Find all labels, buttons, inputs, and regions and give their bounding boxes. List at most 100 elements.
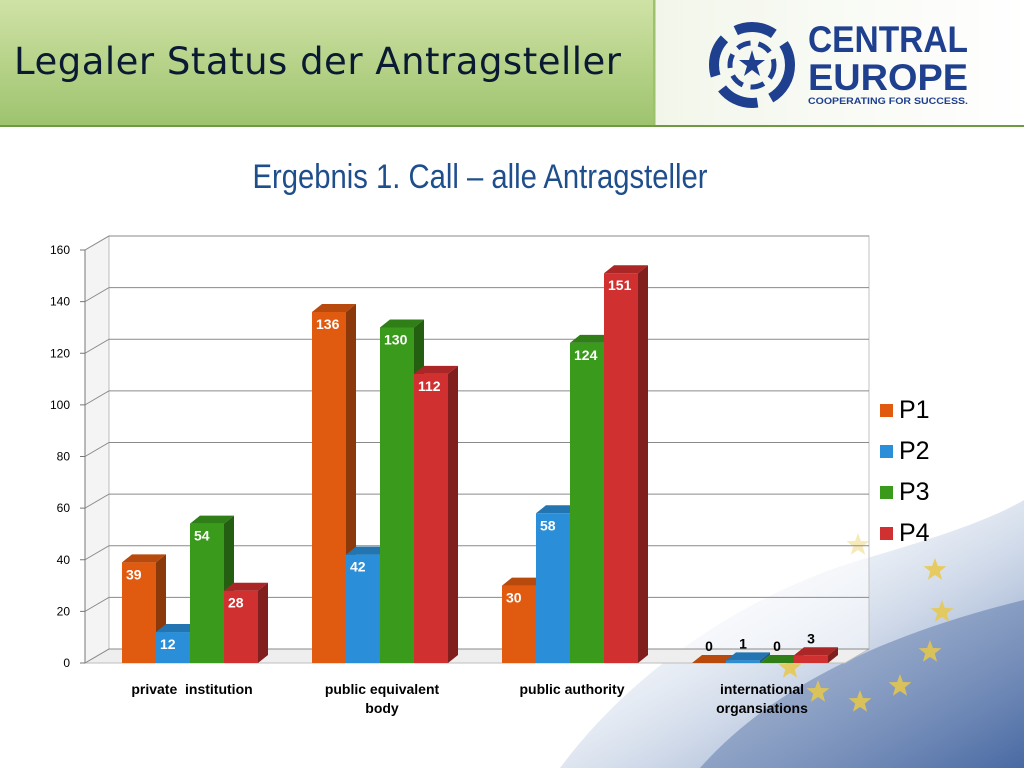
bar-front (346, 554, 380, 663)
bar-front (794, 655, 828, 663)
legend-item-p3: P3 (880, 472, 930, 513)
bar-front (726, 660, 760, 663)
bar-top (346, 546, 390, 555)
bar-front (380, 327, 414, 663)
x-category-label: private institution (131, 681, 252, 697)
bar-value-label: 12 (160, 636, 176, 652)
bar-value-label: 0 (705, 638, 713, 654)
chart-bars: 39 12 54 28 136 42 130 112 30 58 124 151 0 1 0 3 (122, 265, 838, 663)
legend-label: P2 (899, 437, 930, 465)
header-divider (0, 125, 1024, 127)
flag-star-icon (848, 690, 872, 712)
flag-star-icon (888, 674, 912, 696)
bar-top (726, 652, 770, 661)
bar-value-label: 151 (608, 277, 632, 293)
bar-value-label: 39 (126, 566, 142, 582)
bar-front (122, 562, 156, 663)
bar-p1: 0 (692, 638, 736, 663)
bar-value-label: 112 (418, 378, 441, 394)
bar-value-label: 130 (384, 331, 408, 347)
bar-top (692, 655, 736, 663)
y-tick-label: 60 (57, 501, 71, 515)
bar-top (122, 554, 166, 563)
y-tick-label: 40 (57, 553, 71, 567)
legend-item-p1: P1 (880, 390, 930, 431)
bar-front (312, 311, 346, 663)
bar-p2: 1 (726, 635, 770, 663)
bar-top (502, 577, 546, 586)
bar-front (190, 523, 224, 663)
logo-tagline: COOPERATING FOR SUCCESS. (808, 96, 968, 106)
legend-swatch (880, 527, 893, 540)
bar-side (828, 647, 838, 663)
bar-value-label: 54 (194, 528, 210, 544)
legend-swatch (880, 404, 893, 417)
legend-item-p2: P2 (880, 431, 930, 472)
logo-swirl-icon (709, 22, 795, 108)
y-tick-label: 100 (50, 398, 70, 412)
bar-value-label: 124 (574, 347, 598, 363)
flag-star-icon (930, 600, 954, 622)
legend-swatch (880, 445, 893, 458)
logo-line1: CENTRAL (808, 19, 968, 60)
bar-p4: 112 (414, 365, 458, 663)
bar-value-label: 42 (350, 559, 366, 575)
legend-label: P4 (899, 519, 930, 547)
legend-item-p4: P4 (880, 513, 930, 554)
bar-value-label: 1 (739, 635, 747, 651)
legend-swatch (880, 486, 893, 499)
bar-value-label: 0 (773, 638, 781, 654)
bar-front (156, 632, 190, 663)
y-tick-label: 140 (50, 295, 70, 309)
header-bar: Legaler Status der Antragsteller CENTRAL… (0, 0, 1024, 127)
bar-front (502, 585, 536, 663)
bar-top (190, 515, 234, 524)
flag-star-icon (918, 640, 942, 662)
bar-value-label: 58 (540, 517, 556, 533)
chart-title: Ergebnis 1. Call – alle Antragsteller (252, 158, 708, 196)
bar-front (224, 590, 258, 663)
bar-p4: 3 (794, 630, 838, 663)
bar-front (414, 373, 448, 663)
page-title: Legaler Status der Antragsteller (14, 40, 622, 83)
flag-star-icon (778, 656, 802, 678)
x-category-label: international organsiations (716, 681, 808, 716)
bar-side (448, 365, 458, 663)
bar-top (156, 624, 200, 633)
y-tick-label: 0 (63, 656, 70, 670)
bar-value-label: 136 (316, 316, 340, 332)
bar-p4: 28 (224, 582, 268, 663)
flag-star-icon (923, 558, 947, 580)
bar-front (536, 513, 570, 663)
chart-legend: P1 P2 P3 P4 (880, 390, 930, 554)
bar-side (760, 652, 770, 663)
bar-top (794, 647, 838, 656)
x-axis: private institution public equivalent body… (131, 681, 808, 716)
y-tick-label: 160 (50, 243, 70, 257)
bar-p3: 0 (760, 638, 804, 663)
bar-p1: 136 (312, 303, 356, 663)
y-tick-label: 120 (50, 346, 70, 360)
bar-value-label: 3 (807, 630, 815, 646)
bar-value-label: 28 (228, 595, 244, 611)
bar-top (312, 303, 356, 312)
bar-value-label: 30 (506, 590, 522, 606)
y-tick-label: 20 (57, 604, 71, 618)
flag-star-icon (806, 680, 830, 702)
bar-top (536, 505, 580, 514)
legend-label: P1 (899, 396, 930, 424)
bar-side (258, 582, 268, 663)
header-green-band (0, 0, 653, 127)
bar-top (570, 334, 614, 343)
gridline (84, 235, 869, 251)
logo-line2: EUROPE (808, 57, 968, 98)
x-category-label: public equivalent body (325, 681, 440, 716)
central-europe-logo: CENTRAL EUROPE COOPERATING FOR SUCCESS. (709, 19, 968, 108)
bar-front (570, 342, 604, 663)
y-tick-label: 80 (57, 450, 71, 464)
legend-label: P3 (899, 478, 930, 506)
bar-top (224, 582, 268, 591)
bar-front (604, 273, 638, 663)
x-category-label: public authority (520, 681, 625, 697)
